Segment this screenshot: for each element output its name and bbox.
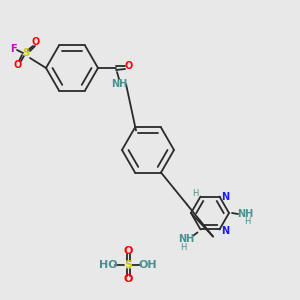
- Text: O: O: [123, 246, 133, 256]
- Text: NH: NH: [178, 235, 195, 244]
- Text: N: N: [221, 226, 230, 236]
- Text: NH: NH: [111, 79, 127, 89]
- Text: O: O: [32, 37, 40, 47]
- Text: N: N: [221, 191, 230, 202]
- Text: F: F: [10, 44, 16, 54]
- Text: H: H: [180, 243, 187, 252]
- Text: O: O: [123, 274, 133, 284]
- Text: NH: NH: [237, 209, 253, 219]
- Text: OH: OH: [139, 260, 157, 270]
- Text: O: O: [14, 60, 22, 70]
- Text: HO: HO: [99, 260, 117, 270]
- Text: O: O: [125, 61, 133, 71]
- Text: S: S: [22, 48, 30, 58]
- Text: H: H: [192, 189, 199, 198]
- Text: S: S: [124, 260, 132, 270]
- Text: H: H: [244, 218, 250, 226]
